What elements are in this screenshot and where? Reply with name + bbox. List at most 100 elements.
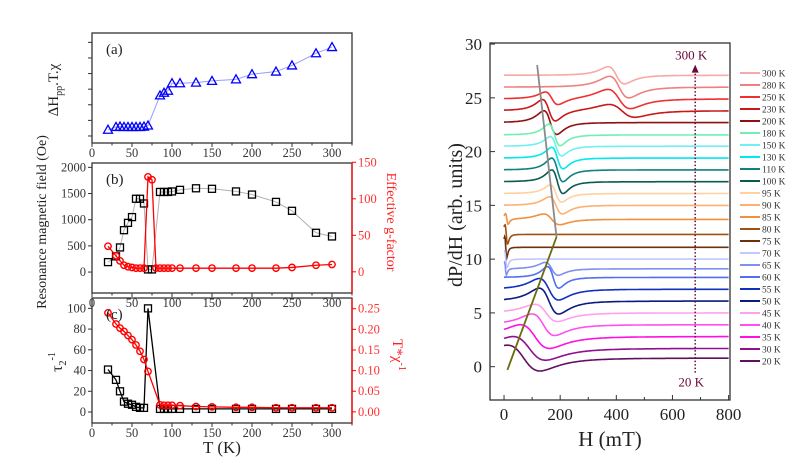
y-tick-label: 0	[80, 265, 86, 279]
arrow-head-icon	[691, 64, 699, 73]
y-title-sup: -1	[396, 362, 407, 370]
y-tick-label: 1000	[61, 213, 86, 227]
legend-label: 300 K	[762, 70, 786, 80]
series-1-point	[248, 264, 256, 273]
arrow-bottom-label: 20 K	[678, 375, 704, 390]
y-tick-label: 0	[474, 358, 483, 377]
series-1-point	[192, 264, 200, 273]
spectrum-60K	[504, 265, 729, 290]
series-0-point	[310, 47, 322, 58]
legend-label: 20 K	[762, 358, 781, 368]
series-0-point	[111, 375, 121, 385]
panel-label: (c)	[106, 307, 123, 323]
series-1-point	[120, 327, 128, 336]
series-0-point	[174, 77, 186, 88]
x-tick-label: 200	[243, 146, 262, 160]
legend-label: 110 K	[762, 166, 785, 176]
spectrum-110K	[504, 157, 729, 183]
x-tick-label: 250	[283, 426, 302, 440]
panel-b: 0 50 100 150 200 250 3000500100015002000050100…	[61, 155, 377, 310]
spectrum-45K	[503, 303, 729, 323]
panel-spectra: 0 200 400 600 800 0 5 10 15 20 25 30 H (mT) dP/dH (ar…	[445, 35, 786, 451]
series-1-point	[104, 308, 112, 317]
y-tick-label: 60	[74, 343, 87, 357]
y-tick-label: 500	[67, 239, 86, 253]
series-1-point	[124, 262, 132, 271]
series-1-point	[148, 175, 156, 184]
series-1-point	[176, 264, 184, 273]
x-tick-label: 150	[203, 296, 222, 310]
legend-label: 85 K	[762, 214, 781, 224]
x-tick-label: 250	[283, 296, 302, 310]
y-axis-title-c: τ2-1	[47, 352, 69, 372]
right-y-axis-title-b: Effective g-factor	[383, 173, 398, 272]
series-1-point	[232, 403, 240, 412]
series-0-point	[247, 190, 257, 199]
panel-label: (b)	[106, 172, 124, 188]
spectrum-90K	[504, 196, 729, 215]
series-1-point	[132, 341, 140, 349]
y-tick-label: 20	[74, 384, 87, 398]
y-tick-label: 2000	[61, 160, 86, 174]
y-tick-label: 15	[465, 196, 482, 215]
y-tick-label: 10	[465, 250, 482, 269]
spectrum-280K	[504, 75, 729, 99]
x-tick-label: 150	[203, 426, 222, 440]
series-1-point	[156, 400, 164, 409]
legend-label: 65 K	[762, 262, 781, 272]
y-title-main: T*χ	[389, 339, 405, 363]
series-1-point	[208, 403, 216, 411]
right-y-tick-label: 0.05	[358, 384, 380, 398]
x-tick-label: 100	[163, 296, 182, 310]
right-y-tick-label: 0.00	[358, 405, 380, 419]
x-tick-label: 200	[547, 405, 573, 424]
series-1-point	[312, 261, 320, 270]
y-title-sub: 2	[58, 360, 69, 365]
series-0-point	[139, 403, 149, 413]
series-0-point	[115, 387, 125, 396]
x-tick-label: 400	[604, 405, 630, 424]
legend-label: 75 K	[762, 238, 781, 248]
series-1-line	[107, 175, 333, 269]
x-tick-label: 50	[126, 426, 139, 440]
right-y-tick-label: 0.10	[358, 364, 380, 378]
legend-label: 150 K	[762, 142, 786, 152]
legend-label: 30 K	[762, 346, 781, 356]
series-0-point	[142, 119, 154, 130]
series-0-point	[115, 243, 125, 252]
series-1-point	[160, 264, 168, 273]
y-tick-label: 25	[465, 89, 482, 108]
spectrum-250K	[504, 88, 729, 110]
series-0-point	[327, 232, 337, 241]
legend-label: 280 K	[762, 82, 786, 92]
y-title-rest: .T.χ	[46, 63, 62, 86]
series-0-point	[166, 77, 178, 88]
spectrum-100K	[504, 169, 729, 195]
spectrum-200K	[504, 109, 729, 136]
series-1-point	[116, 256, 124, 265]
legend-label: 180 K	[762, 130, 786, 140]
series-1-point	[132, 264, 140, 273]
series-0-point	[147, 265, 157, 274]
series-0-point	[206, 75, 218, 86]
arrow-top-label: 300 K	[675, 48, 708, 63]
spectrum-130K	[504, 146, 729, 170]
series-0-point	[231, 187, 241, 196]
panel-c: 0 50 100 150 200 250 300 0 20 40 60 80 100 0.00 0.05 0.…	[67, 297, 380, 440]
y-tick-label: 20	[465, 143, 482, 162]
y-title-main: τ	[49, 365, 66, 372]
panel-a: 0 50 100 150 200 250 300 (a)	[88, 32, 353, 160]
series-0-point	[326, 41, 338, 52]
series-1-point	[272, 264, 280, 273]
series-0-point	[143, 304, 153, 313]
panel-label: (a)	[106, 42, 123, 58]
right-y-tick-label: 0	[358, 265, 364, 279]
y-tick-label: 80	[74, 322, 87, 336]
series-0-point	[246, 68, 258, 79]
x-tick-label: 250	[283, 146, 302, 160]
spectrum-85K	[503, 212, 729, 226]
legend-label: 100 K	[762, 178, 786, 188]
series-0-point	[287, 206, 297, 215]
legend-label: 130 K	[762, 154, 786, 164]
legend-label: 50 K	[762, 298, 781, 308]
